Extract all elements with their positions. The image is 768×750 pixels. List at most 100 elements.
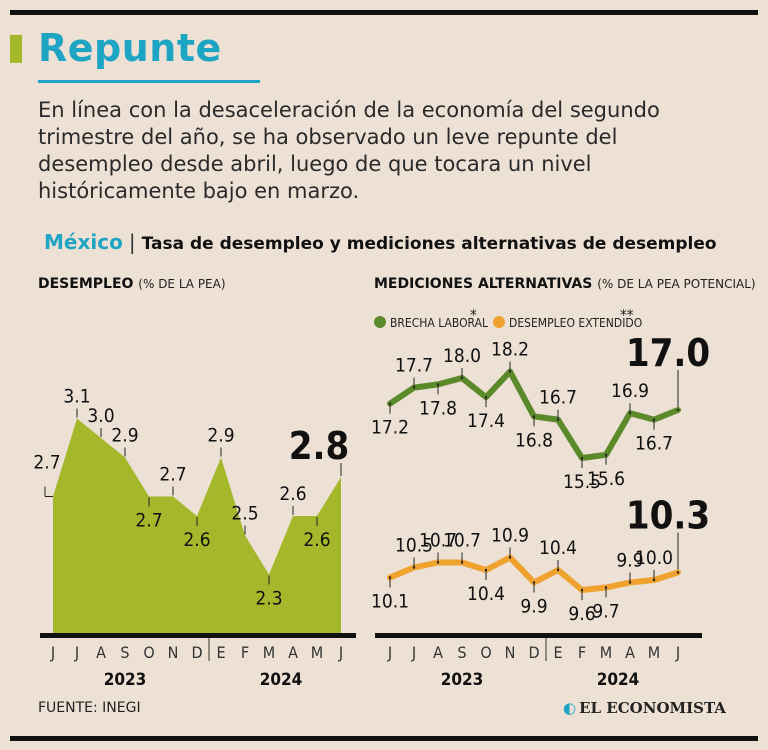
extendido-point bbox=[412, 566, 416, 569]
extendido-data-label: 10.4 bbox=[467, 583, 505, 605]
extendido-point bbox=[676, 571, 680, 574]
left-data-label: 2.3 bbox=[255, 588, 282, 610]
brecha-data-label-latest: 17.0 bbox=[626, 331, 710, 375]
brecha-point bbox=[604, 453, 608, 456]
brecha-data-label: 16.7 bbox=[539, 387, 577, 409]
title-underline bbox=[38, 80, 260, 83]
extendido-data-label: 9.9 bbox=[616, 550, 643, 572]
left-data-label: 2.9 bbox=[111, 425, 138, 447]
left-year-label: 2023 bbox=[104, 670, 147, 690]
left-month-tick: A bbox=[288, 643, 298, 662]
legend-extendido-footnote-mark: ** bbox=[620, 306, 634, 324]
brecha-data-label: 15.5 bbox=[563, 471, 601, 493]
extendido-data-label: 10.7 bbox=[443, 530, 481, 552]
extendido-data-label: 9.7 bbox=[592, 601, 619, 623]
left-month-tick: E bbox=[216, 643, 225, 662]
right-month-tick: J bbox=[675, 643, 680, 662]
left-data-label-latest: 2.8 bbox=[289, 424, 350, 468]
chart-subtitle: México | Tasa de desempleo y mediciones al… bbox=[44, 230, 717, 254]
title-accent-bar bbox=[10, 35, 22, 63]
brecha-point bbox=[628, 412, 632, 415]
extendido-data-label: 10.4 bbox=[539, 537, 577, 559]
el-economista-logo-icon: ◐ bbox=[563, 699, 577, 717]
extendido-point bbox=[508, 556, 512, 559]
brecha-data-label: 16.8 bbox=[515, 429, 553, 451]
brecha-data-label: 16.9 bbox=[611, 380, 649, 402]
intro-paragraph: En línea con la desaceleración de la eco… bbox=[38, 98, 660, 203]
brecha-data-label: 17.4 bbox=[467, 410, 505, 432]
right-x-axis bbox=[375, 633, 702, 638]
brecha-point bbox=[532, 415, 536, 418]
right-month-tick: J bbox=[387, 643, 392, 662]
left-month-tick: A bbox=[96, 643, 106, 662]
brecha-point bbox=[388, 402, 392, 405]
left-month-tick: M bbox=[311, 643, 323, 662]
brecha-data-label: 18.0 bbox=[443, 345, 481, 367]
left-panel-title: DESEMPLEO (% DE LA PEA) bbox=[38, 276, 226, 292]
extendido-point bbox=[604, 586, 608, 589]
right-year-label: 2024 bbox=[597, 670, 640, 690]
extendido-data-label: 9.9 bbox=[520, 596, 547, 618]
brand-name: EL ECONOMISTA bbox=[579, 699, 726, 717]
extendido-data-label: 9.6 bbox=[568, 603, 595, 625]
brecha-point bbox=[484, 396, 488, 399]
left-x-axis bbox=[40, 633, 356, 638]
brecha-point bbox=[460, 376, 464, 380]
right-month-tick: A bbox=[625, 643, 635, 662]
right-month-tick: M bbox=[600, 643, 612, 662]
left-panel-unit: (% DE LA PEA) bbox=[138, 277, 226, 291]
extendido-data-label: 10.5 bbox=[395, 535, 433, 557]
legend-extendido-marker bbox=[493, 316, 505, 328]
top-rule bbox=[10, 10, 758, 15]
extendido-point bbox=[484, 568, 488, 572]
legend-brecha-marker bbox=[374, 316, 386, 328]
country-label: México bbox=[44, 230, 123, 254]
extendido-point bbox=[532, 581, 536, 584]
extendido-point bbox=[436, 561, 440, 564]
extendido-point bbox=[580, 588, 584, 592]
brecha-data-label: 16.7 bbox=[635, 433, 673, 455]
legend-brecha-footnote-mark: * bbox=[470, 306, 477, 324]
left-panel-title-text: DESEMPLEO bbox=[38, 276, 134, 292]
left-data-label: 2.6 bbox=[303, 529, 330, 551]
subtitle-separator: | bbox=[128, 230, 136, 254]
left-month-tick: S bbox=[120, 643, 129, 662]
right-month-tick: A bbox=[433, 643, 443, 662]
extendido-point bbox=[652, 578, 656, 582]
chart-title: Tasa de desempleo y mediciones alternati… bbox=[141, 234, 717, 254]
left-month-tick: J bbox=[338, 643, 343, 662]
right-panel-unit: (% DE LA PEA POTENCIAL) bbox=[597, 277, 756, 291]
brecha-point bbox=[556, 418, 560, 421]
legend-extendido-label: DESEMPLEO EXTENDIDO bbox=[509, 316, 642, 330]
brand-logo: ◐ EL ECONOMISTA bbox=[563, 699, 726, 717]
extendido-point bbox=[460, 561, 464, 564]
right-month-tick: S bbox=[457, 643, 466, 662]
left-data-label: 2.7 bbox=[33, 452, 60, 474]
brecha-data-label: 15.6 bbox=[587, 468, 625, 490]
right-year-label: 2023 bbox=[441, 670, 484, 690]
brecha-data-label: 18.2 bbox=[491, 339, 529, 361]
right-month-tick: O bbox=[480, 643, 491, 662]
right-month-tick: M bbox=[648, 643, 660, 662]
left-data-label: 2.6 bbox=[183, 529, 210, 551]
left-data-label: 2.7 bbox=[135, 510, 162, 532]
left-month-tick: M bbox=[263, 643, 275, 662]
left-year-label: 2024 bbox=[260, 670, 303, 690]
brecha-point bbox=[508, 370, 512, 373]
left-data-label: 2.7 bbox=[159, 464, 186, 486]
extendido-point bbox=[388, 576, 392, 579]
source-note: FUENTE: INEGI bbox=[38, 700, 141, 716]
extendido-data-label: 10.7 bbox=[419, 530, 457, 552]
left-month-tick: N bbox=[168, 643, 179, 662]
brecha-point bbox=[676, 408, 680, 412]
extendido-data-label: 10.1 bbox=[371, 591, 409, 613]
page-title: Repunte bbox=[38, 26, 222, 70]
left-month-tick: F bbox=[241, 643, 249, 662]
brecha-data-label: 17.7 bbox=[395, 355, 433, 377]
left-month-tick: O bbox=[143, 643, 154, 662]
right-panel-title-text: MEDICIONES ALTERNATIVAS bbox=[374, 276, 593, 292]
extendido-point bbox=[628, 581, 632, 584]
left-data-label: 2.5 bbox=[231, 503, 258, 525]
left-month-tick: J bbox=[50, 643, 55, 662]
